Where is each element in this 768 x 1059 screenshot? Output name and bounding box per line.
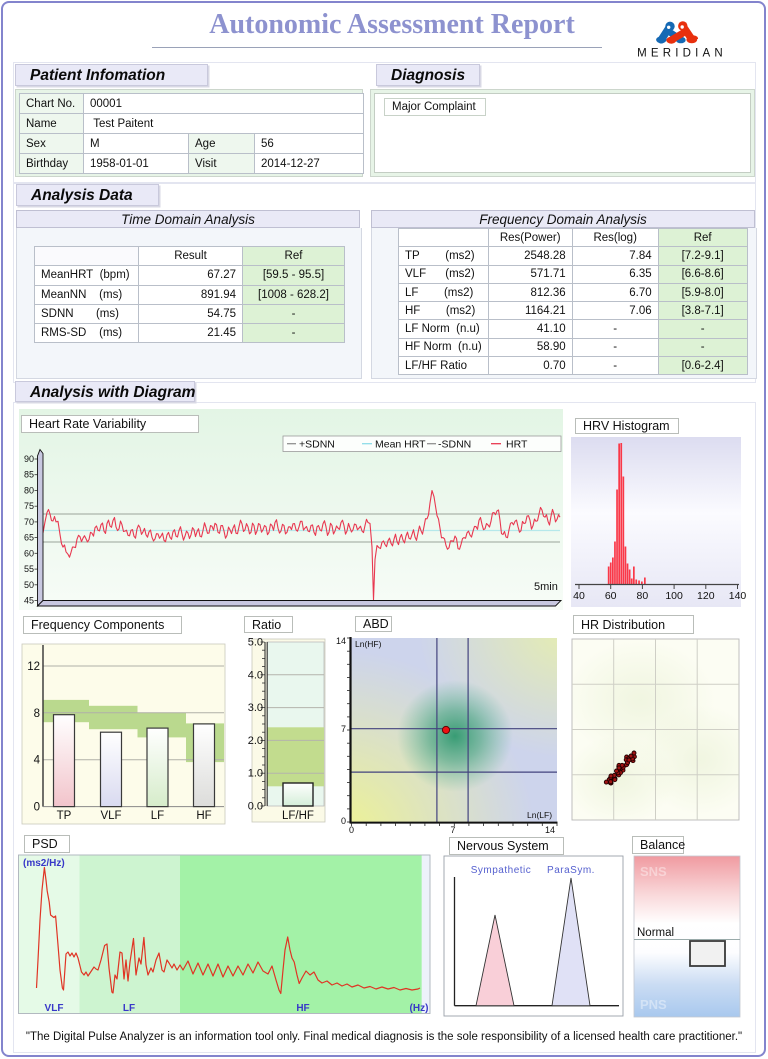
svg-text:80: 80	[637, 590, 649, 602]
svg-text:50: 50	[24, 580, 34, 590]
svg-text:3.0: 3.0	[248, 702, 263, 714]
svg-text:60: 60	[24, 548, 34, 558]
svg-text:45: 45	[24, 596, 34, 606]
svg-text:90: 90	[24, 454, 34, 464]
svg-text:(ms2/Hz): (ms2/Hz)	[23, 858, 65, 869]
svg-text:VLF: VLF	[100, 810, 121, 822]
svg-text:0.0: 0.0	[248, 801, 263, 813]
svg-text:0: 0	[34, 802, 40, 814]
svg-text:8: 8	[34, 708, 40, 720]
svg-text:Ln(HF): Ln(HF)	[355, 639, 382, 649]
svg-text:5.0: 5.0	[248, 637, 263, 649]
svg-text:LF: LF	[151, 810, 164, 822]
svg-text:Normal: Normal	[637, 927, 674, 939]
svg-text:65: 65	[24, 533, 34, 543]
svg-text:7: 7	[450, 825, 455, 835]
svg-text:(Hz): (Hz)	[410, 1003, 429, 1014]
svg-text:100: 100	[665, 590, 683, 602]
svg-text:+SDNN: +SDNN	[299, 439, 335, 451]
svg-text:HF: HF	[296, 1003, 309, 1014]
svg-text:ParaSym.: ParaSym.	[547, 865, 595, 876]
svg-text:TP: TP	[57, 810, 72, 822]
svg-text:60: 60	[605, 590, 617, 602]
svg-text:4.0: 4.0	[248, 669, 263, 681]
svg-text:Sympathetic: Sympathetic	[471, 865, 532, 876]
svg-text:VLF: VLF	[45, 1003, 64, 1014]
svg-text:4: 4	[34, 755, 41, 767]
svg-text:2.0: 2.0	[248, 735, 263, 747]
svg-text:0: 0	[341, 816, 346, 826]
svg-text:MERIDIAN: MERIDIAN	[637, 48, 727, 60]
svg-text:0: 0	[349, 825, 354, 835]
svg-text:-SDNN: -SDNN	[438, 439, 471, 451]
svg-text:120: 120	[697, 590, 715, 602]
svg-text:75: 75	[24, 501, 34, 511]
svg-text:SNS: SNS	[640, 864, 667, 879]
svg-text:7: 7	[341, 724, 346, 734]
svg-text:LF/HF: LF/HF	[282, 810, 314, 822]
svg-text:14: 14	[545, 825, 555, 835]
svg-text:70: 70	[24, 517, 34, 527]
svg-text:Ln(LF): Ln(LF)	[527, 810, 552, 820]
svg-text:40: 40	[573, 590, 585, 602]
svg-text:14: 14	[336, 636, 346, 646]
svg-text:HF: HF	[196, 810, 211, 822]
svg-text:LF: LF	[123, 1003, 135, 1014]
svg-text:5min: 5min	[534, 581, 558, 593]
svg-text:PNS: PNS	[640, 997, 667, 1012]
svg-text:HRT: HRT	[506, 439, 528, 451]
svg-text:80: 80	[24, 486, 34, 496]
svg-text:140: 140	[729, 590, 747, 602]
svg-text:55: 55	[24, 564, 34, 574]
svg-text:1.0: 1.0	[248, 768, 263, 780]
svg-text:85: 85	[24, 470, 34, 480]
svg-text:12: 12	[27, 661, 40, 673]
svg-text:Mean HRT: Mean HRT	[375, 439, 426, 451]
